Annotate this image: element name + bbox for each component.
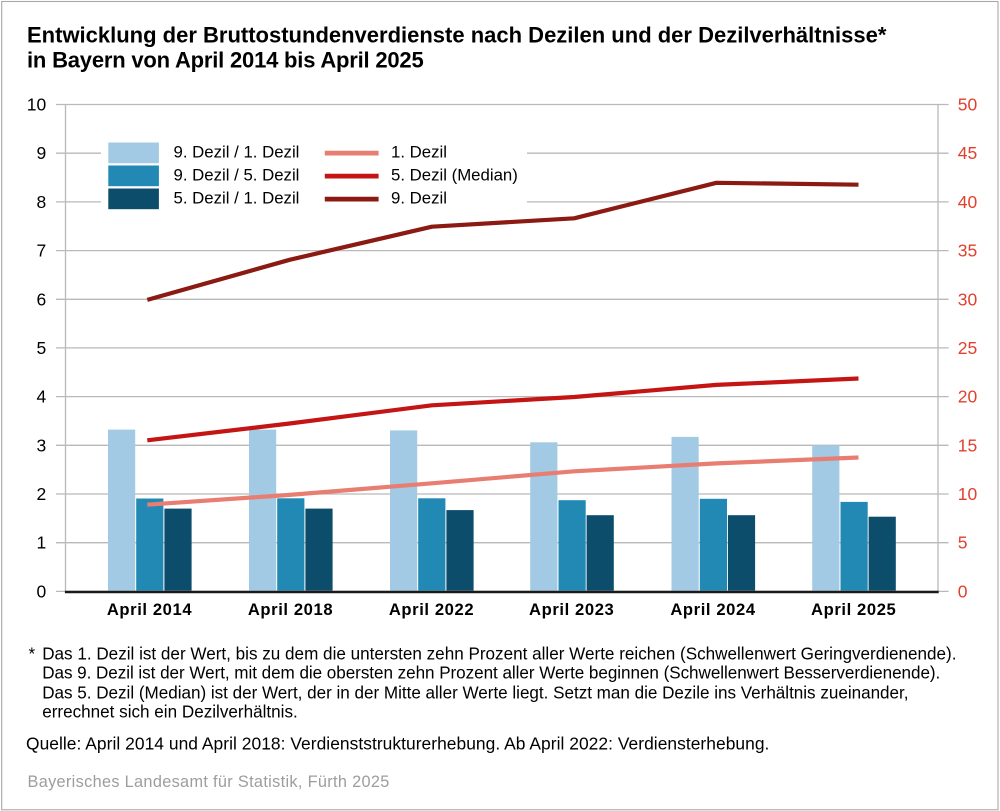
svg-text:5: 5 <box>958 533 968 553</box>
svg-text:1: 1 <box>36 533 46 553</box>
svg-text:50: 50 <box>958 95 978 115</box>
svg-text:Quelle: April 2014 und April 2: Quelle: April 2014 und April 2018: Verdi… <box>26 734 769 754</box>
svg-text:10: 10 <box>27 95 47 115</box>
svg-text:9. Dezil / 1. Dezil: 9. Dezil / 1. Dezil <box>174 143 300 162</box>
svg-text:6: 6 <box>36 289 46 309</box>
svg-text:25: 25 <box>958 338 977 358</box>
svg-text:Entwicklung der Bruttostundenv: Entwicklung der Bruttostundenverdienste … <box>27 23 887 48</box>
svg-text:5. Dezil / 1. Dezil: 5. Dezil / 1. Dezil <box>174 189 300 208</box>
svg-text:April 2022: April 2022 <box>389 600 474 619</box>
svg-text:Das 1. Dezil ist der Wert, bis: Das 1. Dezil ist der Wert, bis zu dem di… <box>42 644 956 663</box>
svg-text:April 2024: April 2024 <box>670 600 755 619</box>
svg-text:0: 0 <box>36 581 46 601</box>
svg-text:Das 9. Dezil ist der Wert, mit: Das 9. Dezil ist der Wert, mit dem die o… <box>42 663 940 682</box>
svg-text:9: 9 <box>36 143 46 163</box>
svg-text:9. Dezil / 5. Dezil: 9. Dezil / 5. Dezil <box>174 166 300 185</box>
svg-text:5. Dezil (Median): 5. Dezil (Median) <box>391 166 518 185</box>
svg-text:in Bayern von April 2014 bis A: in Bayern von April 2014 bis April 2025 <box>27 47 424 72</box>
svg-text:errechnet sich ein Dezilverhäl: errechnet sich ein Dezilverhältnis. <box>42 703 298 722</box>
svg-text:April 2014: April 2014 <box>107 600 192 619</box>
svg-text:April 2023: April 2023 <box>529 600 614 619</box>
svg-text:45: 45 <box>958 143 977 163</box>
svg-text:40: 40 <box>958 192 978 212</box>
svg-text:Das 5. Dezil (Median) ist der: Das 5. Dezil (Median) ist der Wert, der … <box>42 684 908 703</box>
svg-text:9. Dezil: 9. Dezil <box>391 189 447 208</box>
svg-text:15: 15 <box>958 435 977 455</box>
svg-text:2: 2 <box>36 484 46 504</box>
svg-text:3: 3 <box>36 435 46 455</box>
svg-text:Bayerisches Landesamt für Stat: Bayerisches Landesamt für Statistik, Für… <box>28 773 390 791</box>
svg-text:8: 8 <box>36 192 46 212</box>
svg-text:35: 35 <box>958 241 977 261</box>
svg-text:20: 20 <box>958 387 978 407</box>
svg-text:April 2018: April 2018 <box>248 600 333 619</box>
svg-text:5: 5 <box>36 338 46 358</box>
svg-text:4: 4 <box>36 387 46 407</box>
svg-text:10: 10 <box>958 484 978 504</box>
svg-text:*: * <box>29 644 36 663</box>
svg-text:April 2025: April 2025 <box>811 600 896 619</box>
svg-text:0: 0 <box>958 581 968 601</box>
svg-text:30: 30 <box>958 289 978 309</box>
svg-text:1. Dezil: 1. Dezil <box>391 143 447 162</box>
svg-text:7: 7 <box>36 241 46 261</box>
